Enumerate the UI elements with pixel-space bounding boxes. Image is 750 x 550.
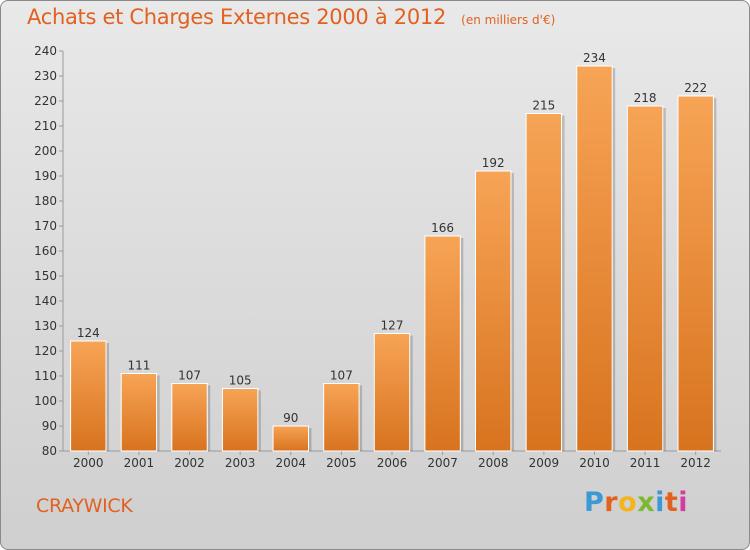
y-tick-label: 170 (34, 219, 57, 233)
x-tick-label: 2006 (377, 456, 408, 470)
bar-value-label: 215 (532, 99, 555, 113)
bar (323, 383, 360, 452)
bar-value-label: 107 (178, 369, 201, 383)
x-tick-label: 2008 (478, 456, 509, 470)
bar-value-label: 105 (229, 374, 252, 388)
y-tick-label: 180 (34, 194, 57, 208)
proxiti-logo[interactable]: Proxiti (584, 487, 689, 518)
bar-value-label: 107 (330, 369, 353, 383)
x-tick-label: 2002 (174, 456, 205, 470)
x-tick-label: 2003 (225, 456, 256, 470)
bar (373, 333, 411, 452)
x-tick-label: 2012 (680, 456, 711, 470)
x-tick-label: 2001 (124, 456, 155, 470)
bar (70, 340, 107, 452)
bar-value-label: 90 (283, 411, 298, 425)
x-tick-label: 2005 (326, 456, 357, 470)
x-tick-label: 2007 (427, 456, 458, 470)
y-tick-label: 190 (34, 169, 57, 183)
y-tick-label: 210 (34, 119, 57, 133)
bar (120, 373, 158, 452)
bar (626, 105, 664, 452)
y-tick-label: 220 (34, 94, 57, 108)
y-tick-label: 100 (34, 394, 57, 408)
x-tick-label: 2011 (630, 456, 661, 470)
bar-value-label: 222 (684, 81, 707, 95)
bar-value-label: 192 (482, 156, 505, 170)
bar-value-label: 166 (431, 221, 454, 235)
bar-value-label: 111 (127, 359, 150, 373)
bar (171, 383, 208, 452)
y-tick-label: 120 (34, 344, 57, 358)
chart-unit: (en milliers d'€) (461, 13, 556, 27)
y-tick-label: 90 (42, 419, 57, 433)
x-tick-label: 2009 (529, 456, 560, 470)
x-tick-label: 2004 (275, 456, 306, 470)
y-tick-label: 80 (42, 444, 57, 458)
bar (475, 170, 512, 452)
x-tick-label: 2000 (73, 456, 104, 470)
bar-value-label: 127 (381, 319, 404, 333)
y-tick-label: 130 (34, 319, 57, 333)
bar (677, 95, 714, 452)
bar (424, 235, 461, 452)
y-tick-label: 110 (34, 369, 57, 383)
bar (221, 388, 259, 452)
bar (272, 425, 309, 452)
y-tick-label: 150 (34, 269, 57, 283)
y-tick-label: 230 (34, 69, 57, 83)
title-row: Achats et Charges Externes 2000 à 2012 (… (27, 5, 555, 29)
x-tick-label: 2010 (579, 456, 610, 470)
bar (525, 113, 563, 452)
bar (576, 65, 613, 452)
chart-title: Achats et Charges Externes 2000 à 2012 (27, 5, 447, 29)
y-tick-label: 140 (34, 294, 57, 308)
y-tick-label: 200 (34, 144, 57, 158)
y-tick-label: 240 (34, 44, 57, 58)
y-tick-label: 160 (34, 244, 57, 258)
bar-value-label: 234 (583, 51, 606, 65)
bar-value-label: 218 (634, 91, 657, 105)
bar-value-label: 124 (77, 326, 100, 340)
place-name: CRAYWICK (36, 495, 133, 517)
